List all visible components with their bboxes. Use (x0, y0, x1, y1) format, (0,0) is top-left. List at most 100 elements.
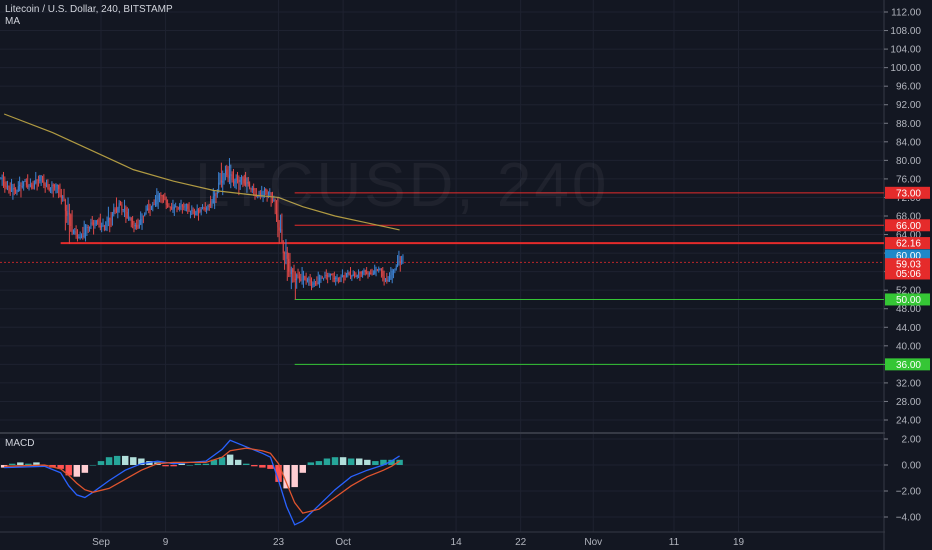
candle-body (44, 185, 46, 186)
candle-body (302, 276, 304, 278)
candle-body (60, 194, 62, 198)
candle-body (27, 185, 29, 187)
candle-body (37, 180, 39, 182)
candle-body (184, 204, 186, 208)
price-tick-label: 96.00 (896, 82, 921, 93)
candle-body (128, 218, 130, 220)
candle-body (347, 272, 349, 274)
candle-body (136, 225, 138, 228)
candle-body (118, 203, 120, 209)
candle-body (208, 206, 210, 207)
candle-body (74, 231, 76, 233)
candle-body (0, 178, 2, 180)
candle-body (364, 270, 366, 272)
macd-histogram-bar (323, 458, 331, 465)
candle-body (91, 222, 93, 224)
candle-body (319, 277, 321, 282)
candle-body (241, 176, 243, 180)
candle-body (56, 185, 58, 186)
candle-body (105, 229, 107, 231)
candle-body (389, 279, 390, 281)
candle-body (134, 225, 136, 227)
macd-tick-label: 2.00 (902, 435, 922, 446)
candle-body (97, 220, 99, 222)
price-tick-label: 108.00 (890, 26, 921, 37)
candle-body (362, 271, 364, 274)
candle-body (324, 275, 326, 278)
horizontal-levels[interactable] (0, 192, 884, 365)
time-tick-label: Sep (92, 537, 110, 548)
candle-body (269, 192, 271, 194)
macd-histogram-bar (73, 465, 81, 477)
candle-body (376, 269, 378, 271)
candle-body (12, 188, 14, 191)
candle-body (64, 199, 66, 211)
candle-body (50, 187, 52, 191)
candle-body (341, 275, 343, 278)
candle-body (58, 185, 60, 189)
candle-body (245, 183, 247, 185)
candle-body (375, 269, 377, 271)
candle-body (35, 179, 37, 184)
candle-body (167, 204, 169, 207)
candle-body (288, 258, 290, 272)
candle-body (402, 255, 404, 261)
candle-body (235, 177, 237, 181)
price-tick-label: 32.00 (896, 378, 921, 389)
candle-body (86, 226, 88, 228)
candle-body (329, 273, 331, 277)
candle-body (374, 270, 376, 274)
candle-body (93, 222, 95, 225)
macd-pane (0, 439, 403, 526)
candle-body (137, 227, 139, 229)
candle-body (148, 208, 150, 210)
price-tag-05:06: 05:06 (896, 269, 921, 280)
candle-body (340, 277, 342, 282)
candle-body (172, 209, 174, 211)
candle-body (398, 261, 400, 263)
price-tick-label: 64.00 (896, 230, 921, 241)
candle-body (17, 186, 19, 192)
candle-body (187, 204, 189, 209)
candle-body (156, 199, 158, 205)
candle-body (152, 204, 154, 207)
candle-body (270, 192, 272, 197)
candle-body (214, 193, 216, 197)
candle-body (344, 276, 346, 278)
candle-body (23, 181, 25, 187)
candle-body (129, 217, 131, 219)
candle-body (207, 206, 209, 209)
candle-body (200, 209, 202, 212)
candle-body (124, 208, 126, 210)
candle-body (98, 221, 100, 227)
candle-body (62, 196, 64, 198)
candle-body (359, 272, 361, 274)
candle-body (253, 188, 255, 190)
macd-indicator-label[interactable]: MACD (5, 438, 35, 449)
candle-body (146, 208, 148, 211)
candle-body (337, 277, 339, 281)
price-tick-label: 40.00 (896, 341, 921, 352)
candle-body (336, 277, 338, 279)
candle-body (113, 209, 115, 214)
candle-body (331, 273, 333, 275)
time-axis[interactable]: Sep 9 23 Oct 14 22 Nov 11 19 (92, 537, 744, 548)
candle-body (90, 222, 92, 227)
candle-body (266, 190, 268, 195)
candle-body (204, 208, 206, 210)
macd-histogram-bar (202, 463, 210, 465)
candle-body (16, 191, 18, 193)
candle-body (301, 277, 303, 281)
candle-body (46, 184, 47, 186)
time-tick-label: Oct (335, 537, 351, 548)
candle-body (233, 179, 234, 184)
macd-tick-label: −2.00 (896, 487, 922, 498)
candle-body (384, 279, 386, 281)
time-tick-label: 11 (669, 537, 680, 548)
candle-body (210, 206, 212, 208)
level-tag-36.00-bg (885, 358, 930, 371)
candle-body (8, 185, 10, 188)
candle-body (397, 261, 399, 267)
ma-indicator-label[interactable]: MA (5, 16, 20, 27)
